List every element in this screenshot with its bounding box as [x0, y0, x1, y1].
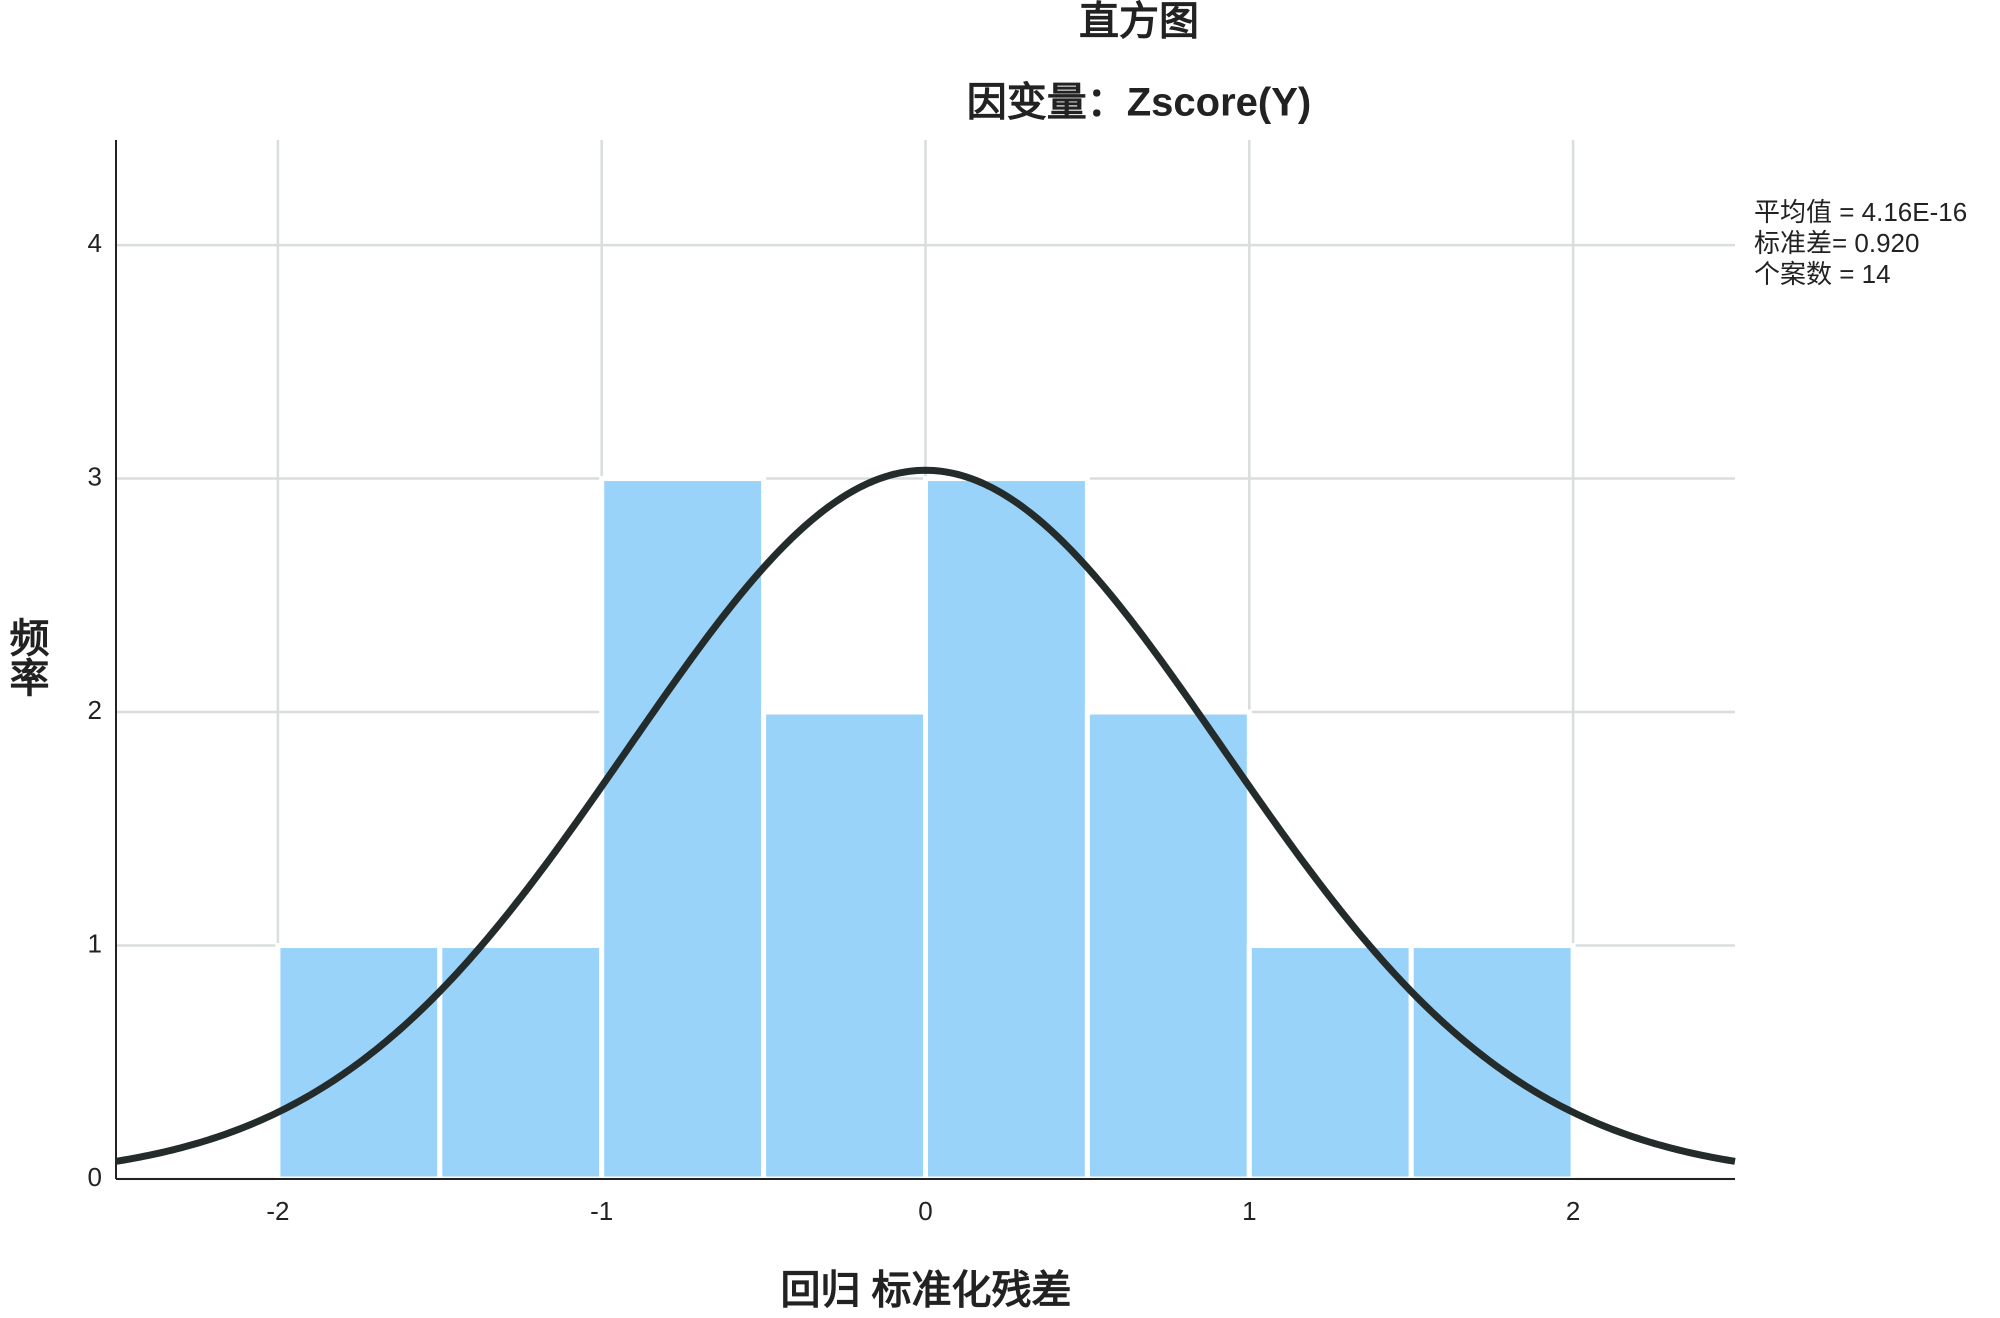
- y-tick-label: 3: [88, 461, 102, 491]
- chart-subtitle: 因变量：Zscore(Y): [967, 81, 1312, 125]
- y-axis-label: 频率: [3, 617, 49, 697]
- x-tick-label: -1: [590, 1196, 613, 1226]
- x-tick-label: 0: [918, 1196, 932, 1226]
- y-tick-label: 1: [88, 928, 102, 958]
- y-tick-label: 2: [88, 695, 102, 725]
- normal-curve: [115, 466, 1736, 1165]
- bar: [923, 476, 1090, 1182]
- x-tick-label: 1: [1242, 1196, 1256, 1226]
- stat-label: 平均值 = 4.16E-16: [1754, 197, 1967, 227]
- x-tick-label: -2: [266, 1196, 289, 1226]
- bar: [761, 709, 928, 1182]
- bar: [1246, 943, 1414, 1182]
- x-tick-label: 2: [1566, 1196, 1580, 1226]
- bar: [437, 943, 605, 1182]
- stat-label: 标准差= 0.920: [1754, 228, 1919, 258]
- bar: [1084, 709, 1252, 1182]
- bar: [599, 476, 767, 1182]
- chart-title: 直方图: [1079, 0, 1199, 44]
- y-tick-label: 4: [88, 228, 102, 258]
- stat-label: 个案数 = 14: [1754, 259, 1891, 289]
- x-axis-label: 回归 标准化残差: [780, 1269, 1071, 1313]
- y-tick-label: 0: [88, 1162, 102, 1192]
